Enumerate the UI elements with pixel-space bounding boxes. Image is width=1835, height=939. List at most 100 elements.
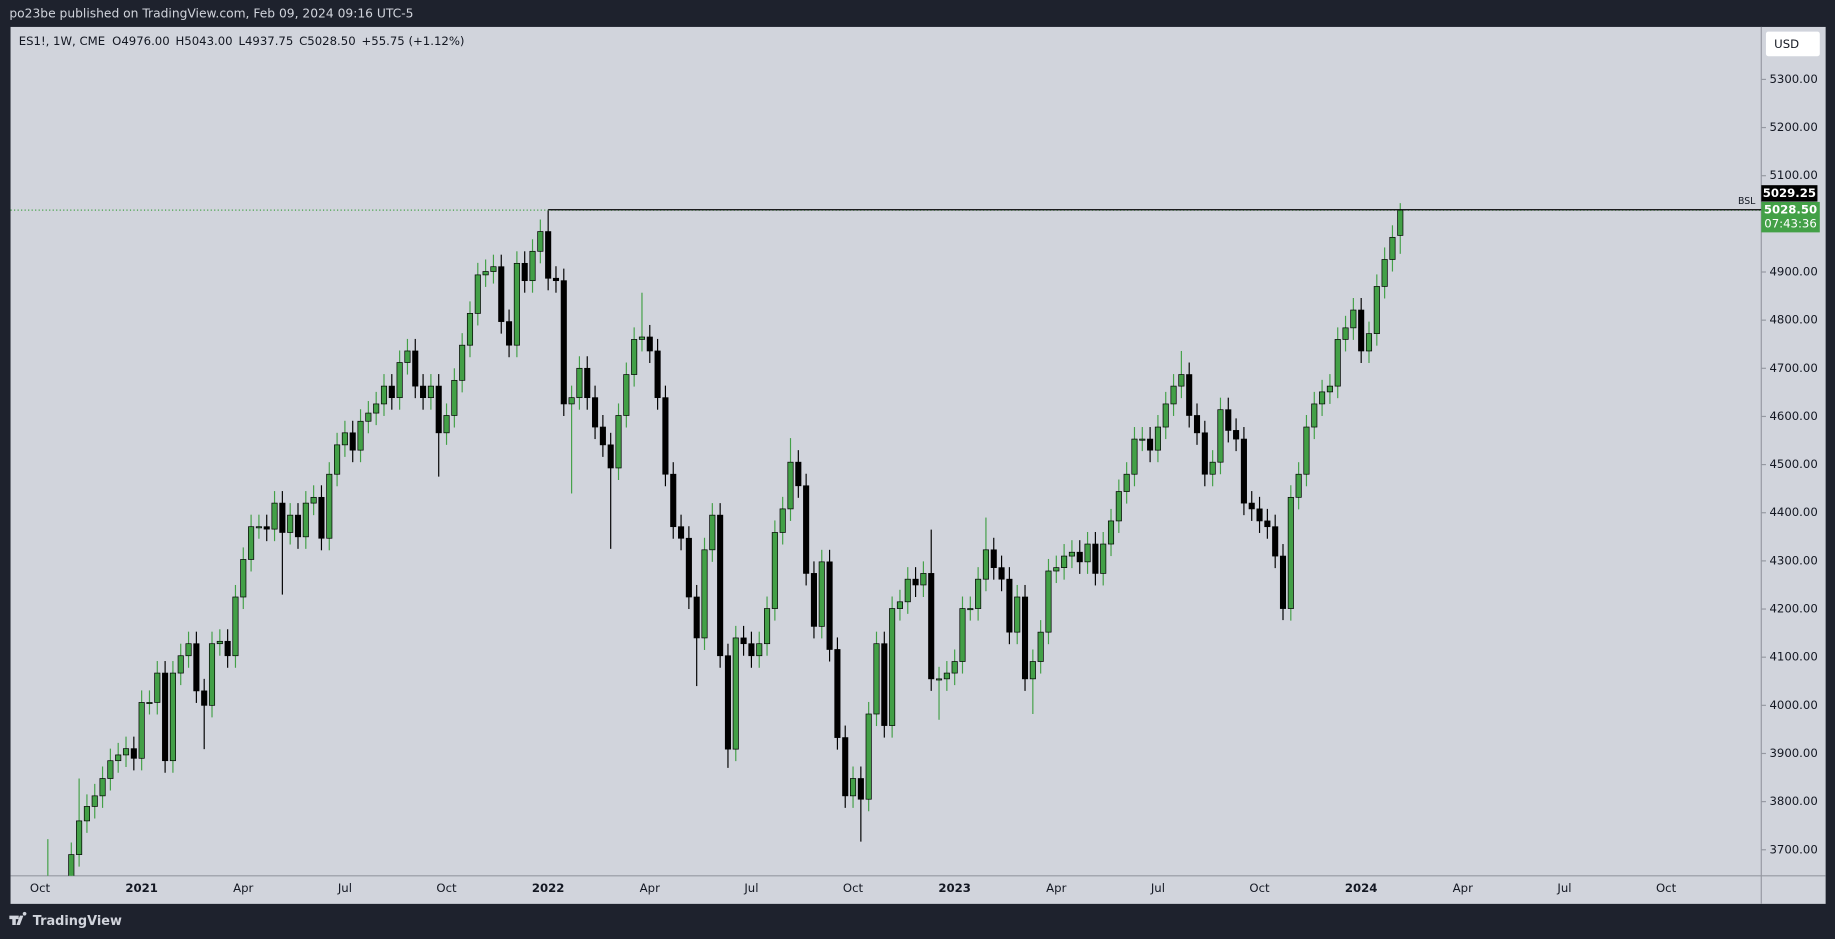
- candle-body: [928, 573, 935, 680]
- candle-body: [779, 508, 786, 533]
- candle-body: [435, 385, 442, 434]
- y-tick-label: 5100.00: [1769, 168, 1817, 182]
- candle-body: [138, 702, 145, 759]
- candle-body: [427, 385, 434, 399]
- candle-body: [1389, 236, 1396, 260]
- y-tick-label: 4400.00: [1769, 505, 1817, 519]
- candle-body: [490, 266, 497, 272]
- x-tick-label: 2021: [125, 881, 158, 895]
- y-tick-label: 4600.00: [1769, 409, 1817, 423]
- candle-body: [482, 271, 489, 276]
- candle-body: [826, 561, 833, 650]
- candle-body: [740, 637, 747, 645]
- candle-body: [498, 266, 505, 322]
- candle-body: [1272, 526, 1279, 557]
- candle-body: [162, 672, 169, 762]
- legend-low: L4937.75: [238, 33, 293, 47]
- candle-body: [1209, 461, 1216, 475]
- candle-body: [373, 403, 380, 414]
- candle-body: [404, 350, 411, 363]
- y-tick-label: 4300.00: [1769, 553, 1817, 567]
- candle-body: [459, 344, 466, 381]
- x-tick-label: 2024: [1345, 881, 1378, 895]
- candle-body: [302, 502, 309, 538]
- candle-body: [310, 496, 317, 504]
- candle-body: [1342, 327, 1349, 340]
- candle-body: [787, 461, 794, 510]
- candle-body: [1233, 430, 1240, 440]
- candle-body: [1123, 473, 1130, 492]
- candle-body: [1248, 502, 1255, 510]
- candle-body: [365, 412, 372, 422]
- x-tick-label: 2022: [532, 881, 565, 895]
- candle-body: [568, 397, 575, 405]
- candle-body: [318, 496, 325, 539]
- candle-body: [1131, 438, 1138, 475]
- candle-body: [1100, 543, 1107, 574]
- candle-body: [154, 672, 161, 703]
- currency-button[interactable]: [1765, 31, 1820, 57]
- candle-body: [1107, 520, 1115, 545]
- x-tick-label: Apr: [233, 881, 253, 895]
- candle-body: [349, 432, 356, 451]
- x-tick-label: Jul: [337, 881, 352, 895]
- candle-body: [592, 397, 599, 428]
- candle-body: [1217, 409, 1224, 463]
- candle-body: [1115, 491, 1122, 522]
- candle-body: [1311, 403, 1318, 428]
- candle-body: [764, 608, 771, 645]
- candle-body: [263, 526, 270, 530]
- candle-body: [1186, 374, 1193, 416]
- candle-body: [1279, 555, 1287, 609]
- candle-body: [732, 637, 739, 750]
- candle-body: [560, 280, 567, 405]
- y-tick-label: 4000.00: [1769, 698, 1817, 712]
- candle-body: [506, 321, 513, 346]
- candle-body: [724, 655, 732, 750]
- candle-body: [326, 473, 333, 539]
- y-tick-label: 4200.00: [1769, 602, 1817, 616]
- current-price-box: [1761, 201, 1820, 233]
- y-tick-label: 4100.00: [1769, 650, 1817, 664]
- candle-body: [279, 502, 286, 533]
- candle-body: [232, 596, 239, 657]
- candle-body: [771, 532, 778, 609]
- candle-body: [631, 339, 638, 375]
- brand: TradingView: [9, 911, 122, 929]
- candle-body: [912, 578, 919, 586]
- y-tick-label: 3700.00: [1769, 842, 1817, 856]
- candle-body: [896, 601, 903, 609]
- candle-body: [1170, 385, 1177, 405]
- currency[interactable]: USD: [1774, 37, 1799, 51]
- candle-body: [1162, 403, 1169, 428]
- candle-body: [513, 262, 520, 346]
- candle-body: [998, 567, 1005, 580]
- candle-body: [185, 643, 192, 657]
- candle-body: [670, 473, 677, 528]
- bsl-label: BSL: [1738, 196, 1756, 207]
- candle-body: [122, 748, 130, 756]
- candle-body: [748, 643, 755, 657]
- candle-body: [1053, 567, 1060, 572]
- publish-note: po23be published on TradingView.com, Feb…: [9, 7, 413, 21]
- candle-body: [935, 678, 943, 681]
- candle-body: [1154, 426, 1161, 451]
- candle-body: [255, 526, 262, 529]
- y-tick-label: 3900.00: [1769, 746, 1817, 760]
- candle-body: [1201, 432, 1208, 475]
- candle-body: [904, 578, 911, 603]
- candle-body: [685, 537, 692, 598]
- y-tick-label: 5300.00: [1769, 72, 1817, 86]
- candles: [47, 203, 1404, 876]
- symbol: ES1!, 1W, CME: [19, 33, 105, 47]
- y-tick-label: 4800.00: [1769, 313, 1817, 327]
- candle-body: [294, 514, 302, 538]
- candle-body: [849, 778, 857, 797]
- candle-body: [271, 502, 278, 530]
- candle-body: [1334, 339, 1341, 387]
- y-tick-label: 4700.00: [1769, 361, 1817, 375]
- logo: [9, 911, 27, 925]
- candle-body: [146, 702, 153, 704]
- candle-body: [881, 643, 888, 726]
